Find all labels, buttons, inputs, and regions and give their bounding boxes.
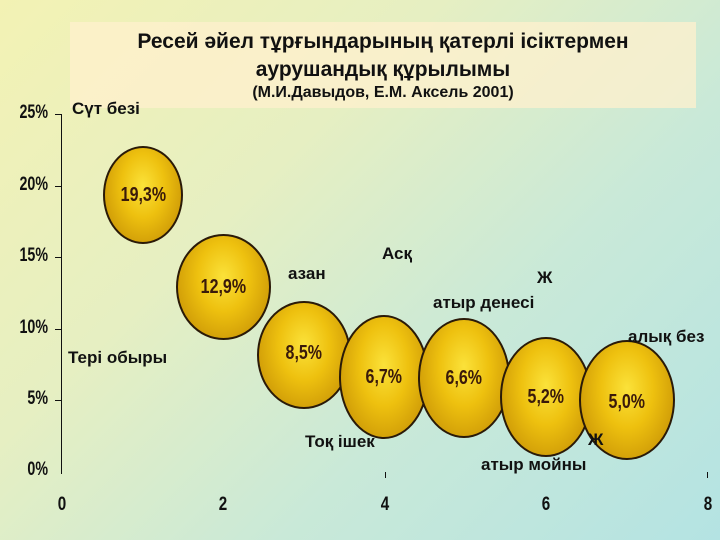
y-axis-line [61, 114, 62, 474]
label-cervix-part2: атыр мойны [481, 455, 587, 474]
bubble-value: 6,7% [365, 365, 403, 388]
bubble-stomach: 8,5% [257, 301, 351, 409]
label-breast: Сүт безі [72, 99, 140, 118]
x-tick-label: 2 [218, 494, 228, 515]
label-uterus-body-part2: атыр денесі [433, 293, 535, 312]
bubble-value: 5,2% [527, 385, 565, 408]
bubble-breast: 19,3% [103, 146, 183, 244]
x-tick-label: 0 [57, 494, 67, 515]
bubble-colon: 6,7% [339, 315, 429, 439]
label-stomach-part2: азан [288, 264, 326, 283]
bubble-skin: 12,9% [176, 234, 271, 340]
label-gland: алық без [628, 327, 705, 346]
label-stomach-part1: Асқ [382, 244, 413, 263]
chart-title: Ресей әйел тұрғындарының қатерлі ісіктер… [70, 28, 696, 84]
x-tick [385, 472, 386, 478]
y-tick-label: 0% [27, 459, 48, 480]
bubble-value: 8,5% [285, 341, 323, 364]
y-tick-label: 5% [27, 388, 48, 409]
bubble-uterus-body: 6,6% [418, 318, 510, 438]
y-tick-label: 15% [19, 245, 48, 266]
x-tick-label: 8 [703, 494, 713, 515]
y-tick-label: 20% [19, 174, 48, 195]
y-tick [55, 329, 61, 330]
title-box [70, 22, 696, 108]
y-tick-label: 25% [19, 102, 48, 123]
chart-subtitle: (М.И.Давыдов, Е.М. Аксель 2001) [252, 84, 514, 101]
label-uterus-body-part1: Ж [537, 268, 553, 287]
bubble-cervix: 5,2% [500, 337, 592, 457]
bubble-value: 12,9% [200, 275, 247, 298]
y-tick [55, 186, 61, 187]
label-skin: Тері обыры [68, 348, 168, 367]
bubble-value: 19,3% [120, 183, 166, 206]
bubble-value: 6,6% [445, 366, 483, 389]
y-tick-label: 10% [19, 317, 48, 338]
x-tick-label: 6 [541, 494, 551, 515]
x-tick-label: 4 [380, 494, 390, 515]
y-tick [55, 400, 61, 401]
label-colon: Тоқ ішек [305, 432, 375, 451]
title-line-1: Ресей әйел тұрғындарының қатерлі ісіктер… [137, 30, 629, 53]
y-tick [55, 257, 61, 258]
x-tick [707, 472, 708, 478]
label-cervix-part1: Ж [588, 430, 604, 449]
title-line-2: аурушандық құрылымы [255, 58, 511, 81]
bubble-gland: 5,0% [579, 340, 675, 460]
bubble-value: 5,0% [608, 390, 646, 413]
y-tick [55, 114, 61, 115]
